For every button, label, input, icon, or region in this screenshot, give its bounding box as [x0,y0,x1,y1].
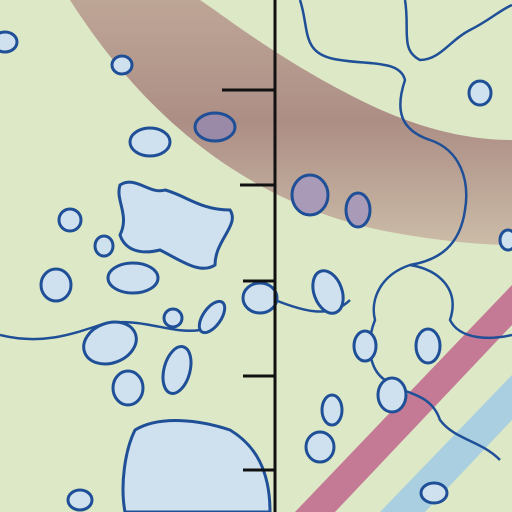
lake [57,207,83,233]
lake [304,430,336,464]
lake [161,345,193,395]
lake [111,369,145,407]
lake [498,228,512,252]
lake [414,327,442,365]
stream [409,263,512,340]
lake [117,180,234,270]
lake [376,376,408,414]
lake [467,79,493,107]
lake [39,267,73,303]
lake [320,393,344,427]
lake [241,281,279,315]
lake [128,126,172,158]
water-band [380,375,512,512]
lake [419,481,449,505]
lake [93,234,115,258]
lake [110,54,134,76]
lake [0,30,19,54]
stream [298,0,501,461]
stream [274,298,351,313]
lake [162,307,184,329]
lake [82,320,138,366]
lake [193,111,237,143]
lake [106,261,160,295]
lake [197,299,227,335]
lake [344,191,372,229]
lake [311,269,345,315]
tick-marks [222,88,275,472]
stream [403,0,512,62]
lake [290,173,330,217]
elevation-band [70,0,512,245]
lake [66,488,94,512]
lake [121,419,272,512]
lake [352,329,378,363]
